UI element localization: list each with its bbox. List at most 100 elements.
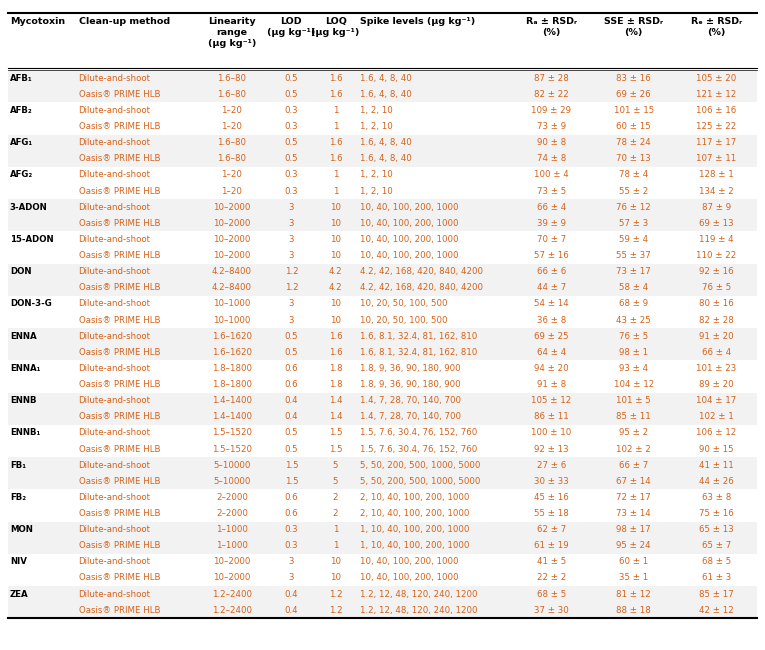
Text: 128 ± 1: 128 ± 1 (698, 170, 734, 179)
Text: 92 ± 16: 92 ± 16 (699, 267, 734, 276)
Text: 1–20: 1–20 (221, 170, 243, 179)
Text: Oasis® PRIME HLB: Oasis® PRIME HLB (79, 541, 160, 551)
Text: Oasis® PRIME HLB: Oasis® PRIME HLB (79, 380, 160, 389)
Text: 0.6: 0.6 (285, 380, 298, 389)
Text: 1: 1 (333, 170, 338, 179)
Text: Mycotoxin: Mycotoxin (10, 17, 65, 26)
Text: 39 ± 9: 39 ± 9 (537, 219, 566, 228)
Text: 1.6: 1.6 (329, 348, 343, 357)
Text: 10–2000: 10–2000 (213, 219, 251, 228)
Text: 1.5–1520: 1.5–1520 (212, 428, 252, 437)
Text: 125 ± 22: 125 ± 22 (696, 122, 736, 131)
Text: Oasis® PRIME HLB: Oasis® PRIME HLB (79, 476, 160, 486)
Text: 0.5: 0.5 (285, 445, 298, 454)
Text: 43 ± 25: 43 ± 25 (617, 315, 651, 324)
Text: 1, 2, 10: 1, 2, 10 (360, 170, 392, 179)
Text: DON-3-G: DON-3-G (10, 300, 52, 309)
Text: 66 ± 6: 66 ± 6 (537, 267, 566, 276)
Text: 1.4: 1.4 (329, 412, 343, 421)
Bar (8, 328, 757, 360)
Text: 3: 3 (288, 219, 294, 228)
Text: 66 ± 4: 66 ± 4 (537, 203, 566, 212)
Text: 1.6–80: 1.6–80 (217, 138, 246, 148)
Text: 69 ± 25: 69 ± 25 (534, 332, 568, 341)
Text: 2, 10, 40, 100, 200, 1000: 2, 10, 40, 100, 200, 1000 (360, 509, 470, 518)
Text: 100 ± 10: 100 ± 10 (532, 428, 571, 437)
Text: 81 ± 12: 81 ± 12 (617, 590, 651, 599)
Text: 87 ± 28: 87 ± 28 (534, 73, 569, 83)
Text: 1, 2, 10: 1, 2, 10 (360, 106, 392, 115)
Text: 2–2000: 2–2000 (216, 493, 248, 502)
Text: 1.8, 9, 36, 90, 180, 900: 1.8, 9, 36, 90, 180, 900 (360, 380, 461, 389)
Text: 0.5: 0.5 (285, 154, 298, 163)
Text: 1–1000: 1–1000 (216, 525, 248, 534)
Text: 10, 40, 100, 200, 1000: 10, 40, 100, 200, 1000 (360, 557, 458, 566)
Text: 121 ± 12: 121 ± 12 (696, 90, 736, 99)
Text: 1.5–1520: 1.5–1520 (212, 445, 252, 454)
Text: 45 ± 16: 45 ± 16 (534, 493, 569, 502)
Text: 10: 10 (330, 315, 341, 324)
Bar (8, 457, 757, 489)
Text: 94 ± 20: 94 ± 20 (534, 364, 568, 373)
Text: NIV: NIV (10, 557, 27, 566)
Text: 1–20: 1–20 (221, 122, 243, 131)
Text: 1: 1 (333, 122, 338, 131)
Text: 1.8–1800: 1.8–1800 (212, 380, 252, 389)
Text: 1, 2, 10: 1, 2, 10 (360, 122, 392, 131)
Text: 44 ± 26: 44 ± 26 (698, 476, 734, 486)
Text: 10, 20, 50, 100, 500: 10, 20, 50, 100, 500 (360, 315, 448, 324)
Text: AFG₁: AFG₁ (10, 138, 33, 148)
Text: 95 ± 2: 95 ± 2 (619, 428, 649, 437)
Text: 119 ± 4: 119 ± 4 (699, 235, 734, 244)
Text: 66 ± 4: 66 ± 4 (702, 348, 731, 357)
Text: 10, 20, 50, 100, 500: 10, 20, 50, 100, 500 (360, 300, 448, 309)
Text: 35 ± 1: 35 ± 1 (619, 573, 649, 582)
Text: 1.2, 12, 48, 120, 240, 1200: 1.2, 12, 48, 120, 240, 1200 (360, 606, 477, 615)
Text: 98 ± 17: 98 ± 17 (617, 525, 651, 534)
Text: Oasis® PRIME HLB: Oasis® PRIME HLB (79, 445, 160, 454)
Text: 134 ± 2: 134 ± 2 (698, 187, 734, 196)
Text: 69 ± 13: 69 ± 13 (699, 219, 734, 228)
Text: 1.8–1800: 1.8–1800 (212, 364, 252, 373)
Text: 1.2: 1.2 (285, 283, 298, 292)
Text: Dilute-and-shoot: Dilute-and-shoot (79, 73, 151, 83)
Text: 4.2–8400: 4.2–8400 (212, 267, 252, 276)
Text: LOD
(μg kg⁻¹): LOD (μg kg⁻¹) (267, 17, 315, 37)
Text: 41 ± 11: 41 ± 11 (698, 461, 734, 470)
Text: 90 ± 15: 90 ± 15 (699, 445, 734, 454)
Text: 4.2, 42, 168, 420, 840, 4200: 4.2, 42, 168, 420, 840, 4200 (360, 283, 483, 292)
Text: 85 ± 11: 85 ± 11 (617, 412, 651, 421)
Text: 1.5: 1.5 (285, 476, 298, 486)
Text: 10–2000: 10–2000 (213, 557, 251, 566)
Text: 78 ± 4: 78 ± 4 (619, 170, 649, 179)
Text: 66 ± 7: 66 ± 7 (619, 461, 649, 470)
Text: 1.6–1620: 1.6–1620 (212, 332, 252, 341)
Text: 1.6, 4, 8, 40: 1.6, 4, 8, 40 (360, 73, 412, 83)
Text: 10, 40, 100, 200, 1000: 10, 40, 100, 200, 1000 (360, 219, 458, 228)
Text: 10, 40, 100, 200, 1000: 10, 40, 100, 200, 1000 (360, 573, 458, 582)
Text: 4.2: 4.2 (329, 267, 343, 276)
Text: Linearity
range
(μg kg⁻¹): Linearity range (μg kg⁻¹) (207, 17, 256, 48)
Text: 3: 3 (288, 251, 294, 260)
Bar (8, 199, 757, 231)
Text: 93 ± 4: 93 ± 4 (619, 364, 649, 373)
Text: Dilute-and-shoot: Dilute-and-shoot (79, 267, 151, 276)
Text: 4.2, 42, 168, 420, 840, 4200: 4.2, 42, 168, 420, 840, 4200 (360, 267, 483, 276)
Text: 1: 1 (333, 525, 338, 534)
Text: 101 ± 5: 101 ± 5 (617, 396, 651, 405)
Text: 1.6, 8.1, 32.4, 81, 162, 810: 1.6, 8.1, 32.4, 81, 162, 810 (360, 332, 477, 341)
Text: 1.6, 8.1, 32.4, 81, 162, 810: 1.6, 8.1, 32.4, 81, 162, 810 (360, 348, 477, 357)
Text: ENNA: ENNA (10, 332, 37, 341)
Text: 0.6: 0.6 (285, 509, 298, 518)
Text: 83 ± 16: 83 ± 16 (617, 73, 651, 83)
Text: 5, 50, 200, 500, 1000, 5000: 5, 50, 200, 500, 1000, 5000 (360, 476, 480, 486)
Text: 0.3: 0.3 (285, 122, 298, 131)
Text: 42 ± 12: 42 ± 12 (698, 606, 734, 615)
Text: 0.6: 0.6 (285, 364, 298, 373)
Text: 87 ± 9: 87 ± 9 (702, 203, 731, 212)
Text: 69 ± 26: 69 ± 26 (617, 90, 651, 99)
Text: 1.2: 1.2 (329, 590, 343, 599)
Text: 44 ± 7: 44 ± 7 (537, 283, 566, 292)
Text: Oasis® PRIME HLB: Oasis® PRIME HLB (79, 90, 160, 99)
Text: 41 ± 5: 41 ± 5 (537, 557, 566, 566)
